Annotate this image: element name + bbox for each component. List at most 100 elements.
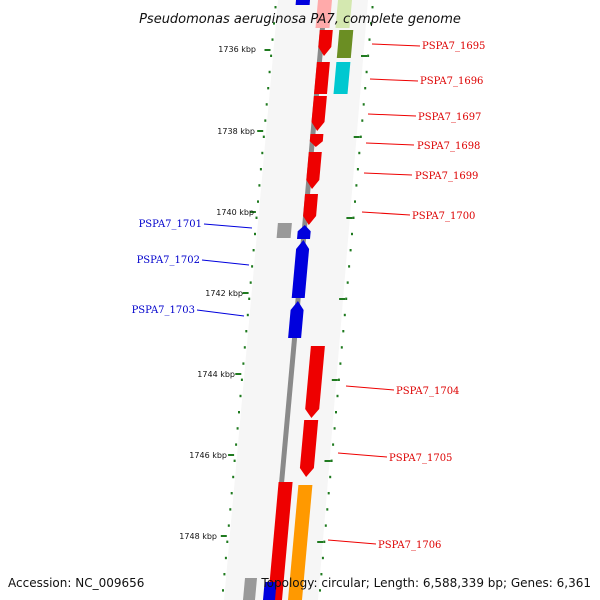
gene-label-pspa7-1698[interactable]: PSPA7_1698	[417, 141, 480, 152]
right-scale-dot	[371, 6, 374, 9]
right-scale-dot	[323, 540, 326, 543]
left-scale-dot	[254, 232, 256, 236]
right-scale-dot	[365, 70, 368, 74]
scale-dots	[220, 6, 374, 592]
left-scale-dot	[222, 589, 224, 592]
gene-label-pspa7-1700[interactable]: PSPA7_1700	[412, 211, 475, 222]
left-scale-dot	[230, 492, 233, 495]
left-major-tick	[235, 373, 242, 375]
scale-label-1742: 1742 kbp	[205, 289, 243, 298]
gene-label-pspa7-1696[interactable]: PSPA7_1696	[420, 76, 483, 87]
right-scale-dot	[321, 556, 324, 560]
right-scale-dot	[337, 378, 340, 381]
left-scale-dot	[267, 87, 270, 90]
feature-olive-1695	[336, 30, 354, 58]
gene-pspa7-1695	[318, 30, 333, 56]
left-scale-dot	[233, 459, 236, 462]
left-major-tick	[220, 535, 227, 537]
left-scale-dot	[235, 443, 238, 446]
label-leader-line	[337, 452, 388, 458]
right-scale-dot	[356, 168, 359, 171]
left-scale-dot	[229, 508, 232, 511]
left-scale-dot	[271, 38, 274, 41]
right-major-tick	[317, 541, 324, 543]
right-scale-dot	[329, 475, 332, 479]
left-scale-dot	[252, 249, 255, 252]
right-major-tick	[331, 379, 338, 381]
left-scale-dot	[223, 573, 226, 576]
right-scale-dot	[352, 216, 355, 219]
label-leader-line	[367, 113, 417, 117]
gene-label-pspa7-1702[interactable]: PSPA7_1702	[137, 255, 200, 266]
feature-cyan-1696	[333, 62, 351, 94]
feature-blue-1701	[297, 225, 311, 239]
gene-label-pspa7-1706[interactable]: PSPA7_1706	[378, 540, 441, 551]
gene-pspa7-1701	[276, 223, 292, 238]
gene-pspa7-1703	[288, 301, 304, 338]
gene-partial-top-blue	[295, 0, 310, 5]
label-leader-line	[363, 172, 413, 176]
right-scale-dot	[332, 443, 335, 446]
label-leader-line	[201, 259, 250, 266]
gene-pspa7-1699	[306, 152, 322, 189]
left-scale-dot	[248, 297, 251, 300]
left-scale-dot	[265, 103, 268, 106]
scale-label-1740: 1740 kbp	[216, 208, 254, 217]
gene-features	[243, 0, 354, 600]
label-leader-line	[371, 43, 421, 47]
label-leaders	[196, 43, 421, 545]
left-major-tick	[228, 454, 235, 456]
left-scale-dot	[232, 475, 235, 479]
scale-label-1738: 1738 kbp	[217, 127, 255, 136]
left-scale-dot	[238, 411, 240, 414]
right-scale-dot	[339, 362, 342, 365]
right-scale-dot	[358, 151, 361, 155]
left-scale-dot	[259, 168, 262, 171]
gene-pspa7-1696	[314, 62, 330, 94]
accession-text: Accession: NC_009656	[8, 576, 144, 590]
right-major-tick	[346, 217, 353, 219]
gene-partial-top-pink	[315, 0, 332, 28]
gene-partial-bottom-blue	[263, 582, 277, 600]
label-leader-line	[196, 309, 245, 317]
left-scale-dot	[236, 427, 239, 430]
right-scale-dot	[370, 22, 372, 25]
gene-label-pspa7-1695[interactable]: PSPA7_1695	[422, 41, 485, 52]
gene-label-pspa7-1705[interactable]: PSPA7_1705	[389, 453, 452, 464]
gene-pspa7-1697	[311, 96, 327, 131]
label-leader-line	[345, 385, 395, 391]
left-major-tick	[264, 49, 271, 51]
gene-label-pspa7-1703[interactable]: PSPA7_1703	[132, 305, 195, 316]
gene-label-pspa7-1704[interactable]: PSPA7_1704	[396, 386, 459, 397]
gene-label-pspa7-1697[interactable]: PSPA7_1697	[418, 112, 481, 123]
right-scale-dot	[359, 135, 362, 138]
gene-label-pspa7-1701[interactable]: PSPA7_1701	[139, 219, 202, 230]
left-scale-dot	[261, 151, 264, 155]
gene-pspa7-1698	[309, 134, 324, 147]
label-leader-line	[361, 211, 411, 216]
gene-label-pspa7-1699[interactable]: PSPA7_1699	[415, 171, 478, 182]
left-scale-dot	[258, 184, 261, 187]
right-scale-dot	[362, 103, 365, 106]
left-scale-dot	[242, 362, 245, 365]
right-major-tick	[324, 460, 331, 462]
scale-label-1748: 1748 kbp	[179, 532, 217, 541]
scale-label-1736: 1736 kbp	[218, 45, 256, 54]
gene-partial-top-olive	[335, 0, 352, 28]
right-scale-dot	[348, 265, 351, 268]
gene-pspa7-1706	[268, 482, 293, 600]
label-leader-line	[369, 78, 419, 82]
gene-pspa7-1704	[305, 346, 325, 418]
left-scale-dot	[251, 265, 254, 268]
left-scale-dot	[249, 281, 252, 284]
right-scale-dot	[346, 281, 349, 284]
right-scale-dot	[319, 589, 321, 592]
map-title: Pseudomonas aeruginosa PA7, complete gen…	[139, 12, 461, 27]
left-scale-dot	[268, 70, 271, 74]
feature-orange-1706	[288, 485, 313, 600]
right-major-tick	[353, 136, 360, 138]
right-scale-dot	[324, 524, 327, 527]
right-scale-dot	[333, 427, 336, 430]
right-scale-dot	[335, 411, 337, 414]
left-scale-dot	[227, 524, 230, 527]
